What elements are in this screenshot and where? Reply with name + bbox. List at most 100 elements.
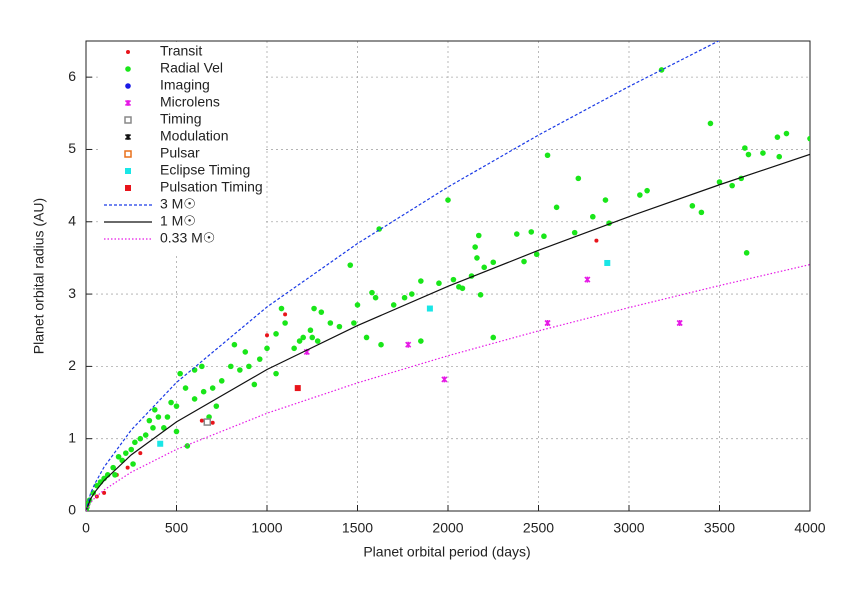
y-tick-label: 5: [68, 140, 76, 156]
point: [173, 428, 180, 435]
legend-swatch: [125, 185, 131, 191]
point: [336, 323, 343, 330]
point: [242, 349, 249, 355]
point: [182, 385, 189, 391]
point: [137, 435, 144, 442]
point: [218, 378, 225, 384]
point: [318, 309, 325, 315]
legend-label: Radial Vel: [160, 60, 223, 76]
point: [184, 443, 191, 449]
point: [164, 414, 171, 420]
point: [418, 338, 424, 344]
fit-line: [86, 153, 810, 511]
point: [698, 209, 705, 216]
legend-label: Transit: [160, 43, 202, 59]
x-tick-label: 3000: [613, 520, 644, 536]
point: [658, 67, 665, 73]
point: [445, 197, 451, 203]
point: [273, 370, 279, 377]
point: [481, 264, 488, 271]
point: [729, 182, 735, 189]
point: [351, 320, 357, 326]
legend-label: 3 M☉: [160, 196, 196, 212]
x-tick-label: 0: [82, 520, 90, 536]
point: [742, 145, 748, 151]
point: [265, 333, 269, 338]
point: [528, 229, 535, 235]
y-tick-label: 0: [68, 502, 76, 518]
point: [327, 320, 334, 326]
legend-label: Microlens: [160, 94, 220, 110]
point: [199, 363, 205, 370]
point: [553, 204, 560, 211]
y-tick-label: 6: [68, 68, 76, 84]
point: [544, 319, 551, 327]
point: [130, 461, 136, 467]
point: [590, 213, 596, 220]
point: [256, 356, 263, 362]
point: [760, 150, 766, 156]
legend-label: Pulsar: [160, 145, 200, 161]
point: [783, 130, 790, 137]
point: [110, 464, 116, 471]
point: [231, 341, 238, 348]
x-tick-label: 3500: [704, 520, 735, 536]
point: [405, 341, 412, 348]
legend-label: Timing: [160, 111, 202, 127]
point: [776, 153, 783, 160]
point: [637, 192, 643, 198]
point: [475, 232, 482, 239]
point: [390, 302, 397, 308]
y-tick-label: 3: [68, 285, 76, 301]
point: [125, 465, 130, 470]
point: [294, 385, 301, 392]
point: [309, 334, 316, 341]
point: [602, 197, 609, 203]
legend-swatch: [124, 99, 132, 107]
x-tick-label: 1000: [251, 520, 282, 536]
point: [300, 334, 307, 341]
point: [716, 179, 723, 185]
point: [246, 363, 252, 370]
point: [146, 417, 153, 424]
point: [521, 258, 527, 265]
point: [354, 302, 361, 308]
fit-line: [86, 41, 720, 511]
point: [459, 285, 466, 292]
point: [199, 418, 204, 423]
x-tick-label: 2000: [432, 520, 463, 536]
y-tick-label: 2: [68, 357, 76, 373]
point: [594, 238, 599, 243]
point: [173, 403, 180, 409]
point: [490, 334, 497, 341]
point: [676, 319, 683, 327]
point: [644, 187, 650, 194]
point: [161, 425, 167, 431]
x-tick-label: 2500: [523, 520, 554, 536]
legend-swatch: [126, 50, 130, 54]
point: [237, 367, 243, 373]
y-tick-label: 1: [68, 429, 76, 445]
legend-label: 1 M☉: [160, 213, 196, 229]
point: [450, 276, 457, 283]
point: [177, 370, 183, 377]
legend-swatch: [125, 168, 131, 174]
point: [472, 244, 478, 250]
x-axis-label: Planet orbital period (days): [363, 544, 530, 560]
point: [347, 262, 354, 268]
point: [278, 305, 285, 312]
point: [490, 259, 497, 266]
legend-label: Imaging: [160, 77, 210, 93]
point: [128, 446, 135, 453]
point: [168, 399, 174, 406]
point: [251, 381, 258, 388]
point: [142, 432, 149, 438]
x-tick-label: 4000: [794, 520, 825, 536]
point: [155, 414, 162, 420]
y-axis-label: Planet orbital radius (AU): [31, 198, 47, 354]
point: [311, 305, 317, 312]
point: [157, 440, 164, 447]
point: [282, 320, 288, 326]
point: [209, 385, 216, 391]
